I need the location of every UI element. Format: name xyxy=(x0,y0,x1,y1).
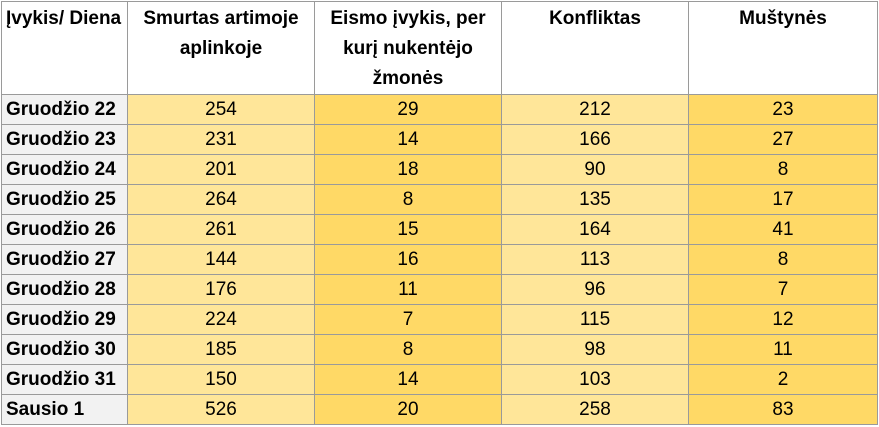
cell-fights: 23 xyxy=(688,94,878,125)
table-row: Gruodžio 28 176 11 96 7 xyxy=(1,274,878,305)
cell-traffic-accident: 8 xyxy=(314,334,502,365)
cell-domestic-violence: 264 xyxy=(127,184,315,215)
row-label: Gruodžio 26 xyxy=(1,214,128,245)
row-label: Gruodžio 25 xyxy=(1,184,128,215)
column-header-domestic-violence: Smurtas artimoje aplinkoje xyxy=(127,1,315,95)
cell-conflict: 96 xyxy=(501,274,689,305)
cell-conflict: 90 xyxy=(501,154,689,185)
cell-traffic-accident: 14 xyxy=(314,364,502,395)
cell-domestic-violence: 231 xyxy=(127,124,315,155)
row-label: Gruodžio 30 xyxy=(1,334,128,365)
cell-traffic-accident: 7 xyxy=(314,304,502,335)
cell-traffic-accident: 16 xyxy=(314,244,502,275)
table-row: Gruodžio 29 224 7 115 12 xyxy=(1,304,878,335)
row-label: Gruodžio 28 xyxy=(1,274,128,305)
cell-fights: 8 xyxy=(688,244,878,275)
table-row: Gruodžio 27 144 16 113 8 xyxy=(1,244,878,275)
table-header: Įvykis/ Diena Smurtas artimoje aplinkoje… xyxy=(1,1,878,95)
cell-fights: 11 xyxy=(688,334,878,365)
cell-conflict: 212 xyxy=(501,94,689,125)
table-row: Gruodžio 23 231 14 166 27 xyxy=(1,124,878,155)
row-label: Gruodžio 31 xyxy=(1,364,128,395)
cell-fights: 2 xyxy=(688,364,878,395)
cell-traffic-accident: 14 xyxy=(314,124,502,155)
column-header-fights: Muštynės xyxy=(688,1,878,95)
table-row: Gruodžio 30 185 8 98 11 xyxy=(1,334,878,365)
cell-conflict: 103 xyxy=(501,364,689,395)
cell-domestic-violence: 176 xyxy=(127,274,315,305)
cell-domestic-violence: 185 xyxy=(127,334,315,365)
row-label: Gruodžio 27 xyxy=(1,244,128,275)
cell-domestic-violence: 150 xyxy=(127,364,315,395)
table-row: Gruodžio 26 261 15 164 41 xyxy=(1,214,878,245)
cell-fights: 83 xyxy=(688,394,878,425)
row-label: Gruodžio 23 xyxy=(1,124,128,155)
cell-fights: 17 xyxy=(688,184,878,215)
cell-conflict: 98 xyxy=(501,334,689,365)
cell-conflict: 164 xyxy=(501,214,689,245)
cell-fights: 27 xyxy=(688,124,878,155)
table-row: Gruodžio 25 264 8 135 17 xyxy=(1,184,878,215)
cell-fights: 12 xyxy=(688,304,878,335)
cell-domestic-violence: 224 xyxy=(127,304,315,335)
column-header-event-day: Įvykis/ Diena xyxy=(1,1,128,95)
table-row: Gruodžio 31 150 14 103 2 xyxy=(1,364,878,395)
cell-fights: 8 xyxy=(688,154,878,185)
row-label: Gruodžio 22 xyxy=(1,94,128,125)
cell-fights: 7 xyxy=(688,274,878,305)
cell-traffic-accident: 20 xyxy=(314,394,502,425)
table-body: Gruodžio 22 254 29 212 23 Gruodžio 23 231 14 166… xyxy=(1,94,878,425)
cell-fights: 41 xyxy=(688,214,878,245)
cell-traffic-accident: 8 xyxy=(314,184,502,215)
column-header-traffic-accident: Eismo įvykis, per kurį nukentėjo žmonės xyxy=(314,1,502,95)
table-row: Sausio 1 526 20 258 83 xyxy=(1,394,878,425)
cell-domestic-violence: 261 xyxy=(127,214,315,245)
cell-traffic-accident: 15 xyxy=(314,214,502,245)
cell-domestic-violence: 201 xyxy=(127,154,315,185)
cell-domestic-violence: 526 xyxy=(127,394,315,425)
cell-domestic-violence: 254 xyxy=(127,94,315,125)
table-row: Gruodžio 24 201 18 90 8 xyxy=(1,154,878,185)
cell-conflict: 258 xyxy=(501,394,689,425)
cell-conflict: 135 xyxy=(501,184,689,215)
cell-domestic-violence: 144 xyxy=(127,244,315,275)
row-label: Gruodžio 24 xyxy=(1,154,128,185)
header-row: Įvykis/ Diena Smurtas artimoje aplinkoje… xyxy=(1,1,878,95)
row-label: Sausio 1 xyxy=(1,394,128,425)
row-label: Gruodžio 29 xyxy=(1,304,128,335)
table-row: Gruodžio 22 254 29 212 23 xyxy=(1,94,878,125)
cell-conflict: 115 xyxy=(501,304,689,335)
cell-conflict: 166 xyxy=(501,124,689,155)
cell-traffic-accident: 18 xyxy=(314,154,502,185)
column-header-conflict: Konfliktas xyxy=(501,1,689,95)
cell-traffic-accident: 29 xyxy=(314,94,502,125)
cell-traffic-accident: 11 xyxy=(314,274,502,305)
cell-conflict: 113 xyxy=(501,244,689,275)
